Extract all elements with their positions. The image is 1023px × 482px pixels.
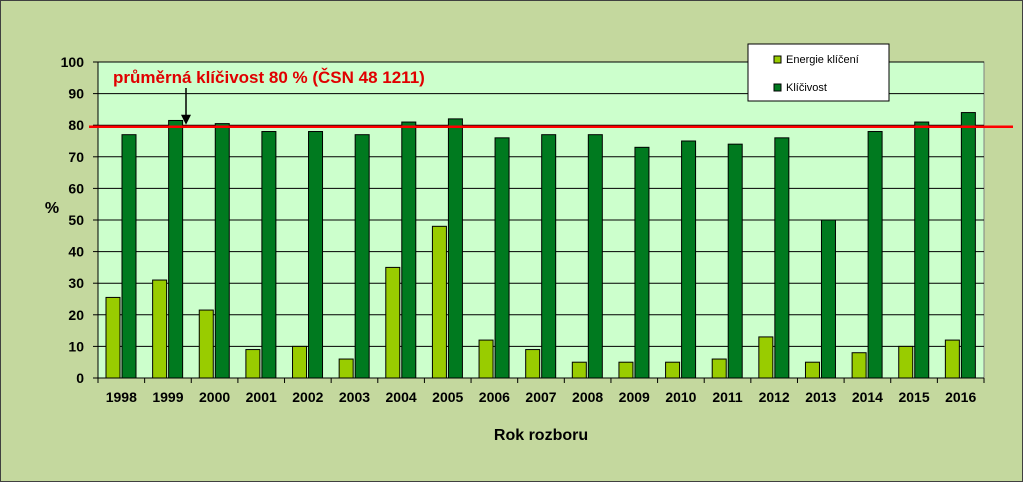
- bar-klicivost-2002: [308, 131, 324, 379]
- x-tick-label: 2015: [898, 389, 929, 405]
- bar-energie-2000: [198, 309, 214, 379]
- arrow-head: [181, 114, 191, 125]
- y-tick-labels: 0 10 20 30 40 50 60 70 80 90 100: [61, 54, 85, 386]
- bar-klicivost-2013: [820, 219, 836, 379]
- x-axis-title: Rok rozboru: [494, 427, 588, 444]
- x-tick-label: 2012: [759, 389, 790, 405]
- legend-label: Klíčivost: [786, 82, 827, 94]
- arrow-icon: [181, 88, 191, 125]
- y-tick-label: 70: [68, 149, 84, 165]
- bar-klicivost-2003: [354, 134, 370, 379]
- y-tick-label: 30: [68, 275, 84, 291]
- gridlines: [98, 61, 984, 347]
- bar-energie-2004: [385, 266, 401, 379]
- y-tick-label: 90: [68, 86, 84, 102]
- x-tick-label: 2011: [712, 389, 743, 405]
- x-tick-label: 2001: [246, 389, 277, 405]
- bar-klicivost-2009: [634, 146, 650, 379]
- bar-energie-1999: [152, 279, 168, 379]
- bar-energie-2007: [525, 349, 541, 379]
- bar-klicivost-2011: [727, 143, 743, 379]
- bar-klicivost-2001: [261, 131, 277, 379]
- y-tick-label: 20: [68, 307, 84, 323]
- bar-klicivost-1998: [121, 134, 137, 379]
- bar-energie-2015: [898, 345, 914, 379]
- y-tick-label: 40: [68, 244, 84, 260]
- bar-energie-2001: [245, 349, 261, 379]
- x-tick-label: 2016: [945, 389, 976, 405]
- y-tick-label: 0: [76, 370, 84, 386]
- axes: [93, 61, 985, 383]
- bar-klicivost-2004: [401, 121, 417, 379]
- x-tick-label: 1999: [152, 389, 183, 405]
- legend-label: Energie klíčení: [786, 54, 859, 66]
- bar-energie-2012: [758, 336, 774, 379]
- legend: Energie klíčení Klíčivost: [747, 43, 890, 102]
- bar-energie-2011: [711, 358, 727, 379]
- y-tick-label: 80: [68, 117, 84, 133]
- bar-energie-2010: [665, 361, 681, 379]
- x-tick-label: 2000: [199, 389, 230, 405]
- bar-klicivost-2008: [587, 134, 603, 379]
- bar-energie-2006: [478, 339, 494, 379]
- bar-klicivost-2000: [214, 123, 230, 379]
- bar-energie-2003: [338, 358, 354, 379]
- y-tick-label: 10: [68, 338, 84, 354]
- bar-energie-2014: [851, 352, 867, 379]
- x-tick-label: 2003: [339, 389, 370, 405]
- bar-klicivost-2010: [681, 140, 697, 379]
- bar-energie-2009: [618, 361, 634, 379]
- x-tick-label: 2013: [805, 389, 836, 405]
- x-tick-label: 2009: [619, 389, 650, 405]
- x-tick-labels: 1998 1999 2000 2001 2002 2003 2004 2005 2006 2007…: [106, 389, 977, 405]
- bar-klicivost-2012: [774, 137, 790, 379]
- reference-line-label: průměrná klíčivost 80 % (ČSN 48 1211): [113, 68, 425, 87]
- bar-energie-2008: [571, 361, 587, 379]
- bar-energie-2016: [944, 339, 960, 379]
- bar-klicivost-2007: [541, 134, 557, 379]
- bar-energie-1998: [105, 296, 121, 379]
- bar-klicivost-2006: [494, 137, 510, 379]
- x-tick-label: 2004: [386, 389, 417, 405]
- bar-klicivost-2005: [447, 118, 463, 379]
- x-tick-label: 1998: [106, 389, 137, 405]
- x-tick-label: 2008: [572, 389, 603, 405]
- bar-energie-2013: [804, 361, 820, 379]
- x-tick-label: 2014: [852, 389, 883, 405]
- bar-energie-2005: [431, 225, 447, 379]
- bar-klicivost-2014: [867, 131, 883, 379]
- y-axis-title: %: [45, 200, 59, 217]
- x-tick-label: 2010: [665, 389, 696, 405]
- y-tick-label: 50: [68, 212, 84, 228]
- legend-swatch: [773, 83, 782, 92]
- bar-klicivost-2015: [914, 121, 930, 379]
- bar-klicivost-1999: [168, 119, 184, 379]
- bars: [105, 112, 976, 379]
- y-tick-label: 60: [68, 180, 84, 196]
- legend-box: [747, 43, 890, 102]
- y-tick-label: 100: [61, 54, 85, 70]
- bar-energie-2002: [292, 345, 308, 379]
- x-tick-label: 2005: [432, 389, 463, 405]
- x-tick-label: 2006: [479, 389, 510, 405]
- bar-klicivost-2016: [960, 112, 976, 379]
- legend-swatch: [773, 55, 782, 64]
- x-tick-label: 2002: [292, 389, 323, 405]
- x-tick-label: 2007: [525, 389, 556, 405]
